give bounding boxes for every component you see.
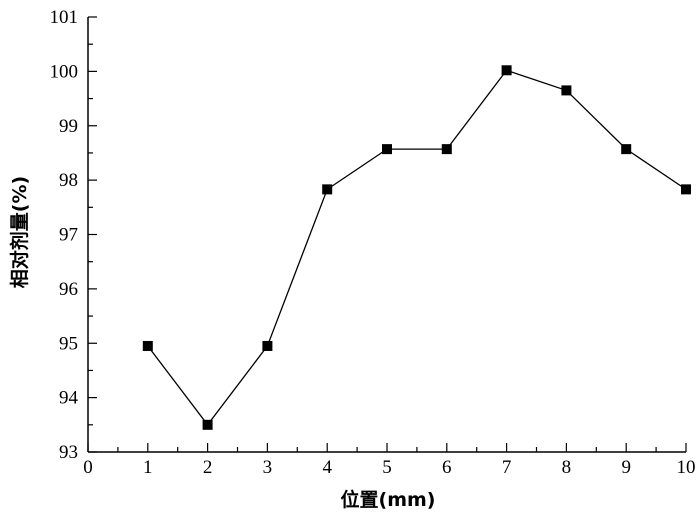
x-axis-title: 位置(mm)	[341, 488, 436, 511]
data-point-marker	[322, 184, 333, 195]
y-tick-label: 94	[59, 388, 79, 409]
y-tick-label: 93	[59, 442, 78, 463]
y-tick-label: 97	[59, 225, 78, 246]
x-tick-label: 6	[442, 457, 452, 478]
x-tick-label: 1	[143, 457, 153, 478]
data-point-marker	[382, 144, 392, 155]
x-tick-label: 7	[502, 457, 512, 478]
y-axis-title: 相对剂量(%)	[8, 176, 31, 288]
axes	[87, 17, 686, 453]
y-tick-label: 101	[50, 7, 79, 28]
y-tick-label: 95	[59, 333, 78, 354]
series	[142, 65, 691, 430]
x-tick-label: 9	[621, 457, 631, 478]
data-point-marker	[262, 340, 273, 351]
x-tick-label: 4	[322, 457, 332, 478]
series-line	[147, 69, 687, 426]
y-tick-label: 96	[59, 279, 78, 300]
y-tick-label: 98	[59, 170, 78, 191]
x-tick-label: 0	[83, 457, 93, 478]
data-point-marker	[142, 340, 153, 351]
data-point-marker	[621, 144, 632, 155]
x-tick-label: 10	[677, 457, 696, 478]
data-point-marker	[441, 144, 452, 155]
ticks: 0 1 2 3 4 5 6 7 8 9 10 93 94 95 96 97 98 99 100 101	[50, 7, 696, 478]
data-point-marker	[501, 65, 512, 76]
data-point-marker	[202, 419, 213, 430]
x-tick-label: 2	[203, 457, 213, 478]
y-tick-label: 99	[59, 116, 78, 137]
x-tick-label: 8	[562, 457, 572, 478]
y-tick-label: 100	[50, 61, 79, 82]
data-point-marker	[561, 85, 572, 96]
x-tick-label: 3	[263, 457, 273, 478]
x-tick-label: 5	[382, 457, 392, 478]
data-point-marker	[681, 184, 691, 195]
